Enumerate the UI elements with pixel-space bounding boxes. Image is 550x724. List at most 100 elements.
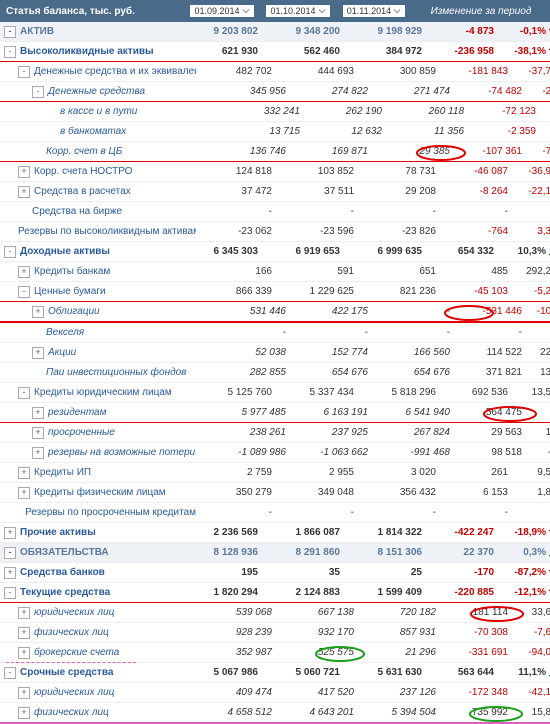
table-row: в кассе и в пути332 241262 190260 118-72… bbox=[0, 102, 550, 122]
dropdown-icon bbox=[242, 7, 250, 15]
change-cell: 371 821 bbox=[456, 367, 526, 378]
value-cell: 5 337 434 bbox=[278, 387, 360, 398]
table-row: в банкоматах13 71512 63211 356-2 359-17,… bbox=[0, 122, 550, 142]
value-cell: -991 468 bbox=[374, 447, 456, 458]
table-row: -ОБЯЗАТЕЛЬСТВА8 128 9368 291 8608 151 30… bbox=[0, 543, 550, 563]
value-cell: -23 062 bbox=[196, 226, 278, 237]
expand-toggle[interactable]: + bbox=[18, 707, 30, 719]
pct-cell: 292,2% bbox=[512, 266, 550, 277]
expand-toggle[interactable]: - bbox=[4, 46, 16, 58]
date-picker-2[interactable]: 01.10.2014 bbox=[266, 5, 329, 17]
value-cell: 409 474 bbox=[196, 687, 278, 698]
row-label: брокерские счета bbox=[34, 647, 119, 658]
value-cell: -23 826 bbox=[360, 226, 442, 237]
value-cell: 866 339 bbox=[196, 286, 278, 297]
table-row: Резервы по высоколиквидным активам-23 06… bbox=[0, 222, 550, 242]
row-label: ОБЯЗАТЕЛЬСТВА bbox=[20, 547, 109, 558]
change-cell: 22 370 bbox=[428, 547, 498, 558]
change-cell: 735 992 bbox=[442, 707, 512, 718]
expand-toggle[interactable]: - bbox=[4, 26, 16, 38]
table-row: +физических лиц928 239932 170857 931-70 … bbox=[0, 623, 550, 643]
value-cell: 654 676 bbox=[374, 367, 456, 378]
dropdown-icon bbox=[393, 7, 401, 15]
row-label: Паи инвестиционных фондов bbox=[46, 367, 186, 378]
pct-cell: - bbox=[512, 507, 550, 518]
expand-toggle[interactable]: + bbox=[4, 527, 16, 539]
date-value-3: 01.11.2014 bbox=[347, 6, 391, 16]
pct-cell: - bbox=[526, 327, 550, 338]
expand-toggle[interactable]: - bbox=[4, 547, 16, 559]
table-row: +Кредиты ИП2 7592 9553 0202619,5% bbox=[0, 463, 550, 483]
value-cell: 5 631 630 bbox=[346, 667, 428, 678]
value-cell: 5 067 986 bbox=[182, 667, 264, 678]
expand-toggle[interactable]: + bbox=[18, 607, 30, 619]
pct-cell: 33,6% bbox=[512, 607, 550, 618]
expand-toggle[interactable]: + bbox=[32, 347, 44, 359]
expand-toggle[interactable]: + bbox=[18, 487, 30, 499]
value-cell: 195 bbox=[182, 567, 264, 578]
expand-toggle[interactable]: - bbox=[4, 246, 16, 258]
value-cell: 482 702 bbox=[196, 66, 278, 77]
pct-cell: -7,6% bbox=[512, 627, 550, 638]
expand-toggle[interactable]: + bbox=[18, 647, 30, 659]
date-picker-1[interactable]: 01.09.2014 bbox=[190, 5, 253, 17]
value-cell: 11 356 bbox=[388, 126, 470, 137]
expand-toggle[interactable]: - bbox=[18, 66, 30, 78]
pct-cell: -37,7% bbox=[512, 66, 550, 77]
pct-cell: -38,1% bbox=[498, 46, 548, 57]
row-label: в кассе и в пути bbox=[60, 106, 137, 117]
expand-toggle[interactable]: + bbox=[18, 166, 30, 178]
expand-toggle[interactable]: - bbox=[4, 587, 16, 599]
value-cell: 6 999 635 bbox=[346, 246, 428, 257]
expand-toggle[interactable]: + bbox=[32, 306, 44, 318]
value-cell: 78 731 bbox=[360, 166, 442, 177]
value-cell: 52 038 bbox=[210, 347, 292, 358]
expand-toggle[interactable]: + bbox=[18, 467, 30, 479]
expand-toggle[interactable]: + bbox=[18, 687, 30, 699]
value-cell: 444 693 bbox=[278, 66, 360, 77]
expand-toggle[interactable]: + bbox=[18, 186, 30, 198]
value-cell: 260 118 bbox=[388, 106, 470, 117]
pct-cell: 11,1% bbox=[498, 667, 548, 678]
expand-toggle[interactable]: + bbox=[32, 447, 44, 459]
row-label: Резервы по высоколиквидным активам bbox=[18, 226, 196, 237]
row-label: Кредиты ИП bbox=[34, 467, 91, 478]
change-cell: -45 103 bbox=[442, 286, 512, 297]
value-cell: 1 866 087 bbox=[264, 527, 346, 538]
expand-toggle[interactable]: + bbox=[18, 627, 30, 639]
expand-toggle[interactable]: - bbox=[4, 667, 16, 679]
table-row: Паи инвестиционных фондов282 855654 6766… bbox=[0, 363, 550, 383]
change-cell: 485 bbox=[442, 266, 512, 277]
date-picker-3[interactable]: 01.11.2014 bbox=[343, 5, 405, 17]
value-cell: 274 822 bbox=[292, 86, 374, 97]
value-cell: 37 511 bbox=[278, 186, 360, 197]
expand-toggle[interactable]: + bbox=[32, 407, 44, 419]
pct-cell: -0,1% bbox=[498, 26, 548, 37]
pct-cell: 220,1% bbox=[526, 347, 550, 358]
value-cell: 103 852 bbox=[278, 166, 360, 177]
change-cell: 692 536 bbox=[442, 387, 512, 398]
expand-toggle[interactable]: - bbox=[18, 387, 30, 399]
value-cell: 13 715 bbox=[224, 126, 306, 137]
expand-toggle[interactable]: - bbox=[32, 86, 44, 98]
value-cell: - bbox=[278, 206, 360, 217]
expand-toggle[interactable]: - bbox=[18, 286, 30, 298]
expand-toggle[interactable]: + bbox=[4, 567, 16, 579]
date-value-1: 01.09.2014 bbox=[194, 6, 239, 16]
row-label: в банкоматах bbox=[60, 126, 126, 137]
change-cell: -70 308 bbox=[442, 627, 512, 638]
change-cell: -172 348 bbox=[442, 687, 512, 698]
change-cell: 98 518 bbox=[456, 447, 526, 458]
pct-cell: -36,9% bbox=[512, 166, 550, 177]
value-cell: 422 175 bbox=[292, 306, 374, 317]
value-cell: 37 472 bbox=[196, 186, 278, 197]
expand-toggle[interactable]: + bbox=[32, 427, 44, 439]
pct-cell: -94,0% bbox=[512, 647, 550, 658]
table-row: -Текущие средства1 820 2942 124 8831 599… bbox=[0, 583, 550, 603]
change-cell: -8 264 bbox=[442, 186, 512, 197]
value-cell: 5 394 504 bbox=[360, 707, 442, 718]
value-cell: 124 818 bbox=[196, 166, 278, 177]
value-cell: 6 541 940 bbox=[374, 407, 456, 418]
expand-toggle[interactable]: + bbox=[18, 266, 30, 278]
table-row: Корр. счет в ЦБ136 746169 87129 385-107 … bbox=[0, 142, 550, 162]
